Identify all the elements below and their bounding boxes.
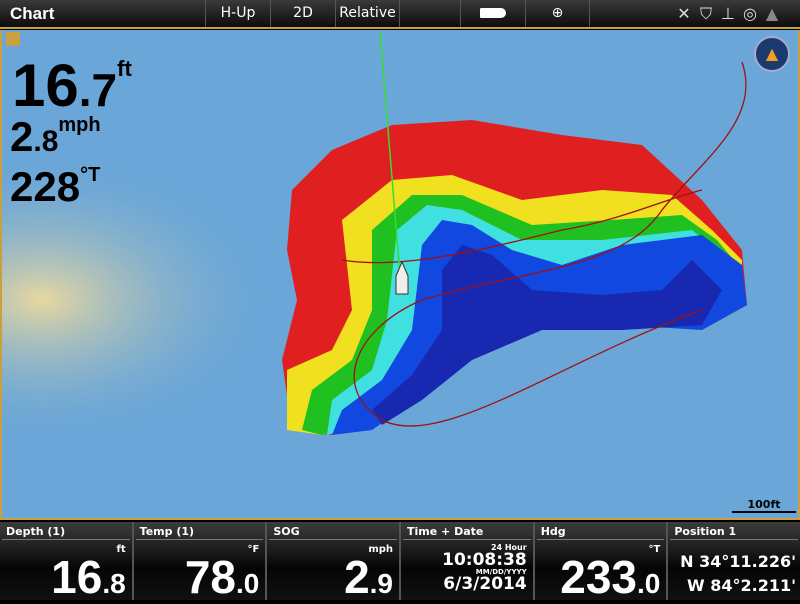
- heading-int: 233: [560, 551, 637, 603]
- depth-overlay-dec: .7: [78, 64, 118, 116]
- heading-overlay-value: 228: [10, 163, 81, 210]
- depth-icon: ⊥: [721, 4, 735, 23]
- time-date-cell[interactable]: Time + Date 24 Hour 10:08:38 MM/DD/YYYY …: [401, 522, 535, 600]
- heading-label: Hdg: [536, 522, 665, 540]
- sonar-icon: ⛉: [699, 4, 712, 23]
- boat-icon: [395, 260, 409, 295]
- depth-int: 16: [51, 551, 103, 603]
- latitude-value: N 34°11.226': [680, 552, 797, 571]
- depth-cell[interactable]: Depth (1) ft 16.8: [0, 522, 134, 603]
- temp-int: 78: [184, 551, 236, 603]
- compass-icon: ◎: [743, 4, 757, 23]
- speed-overlay-int: 2: [10, 113, 34, 160]
- top-bar: Chart H-Up 2D Relative ⊕ ✕ ⛉ ⊥ ◎ ▲: [0, 0, 800, 29]
- speed-overlay: 2.8mph: [10, 100, 101, 167]
- depth-label: Depth (1): [2, 522, 130, 540]
- heading-overlay-unit: °T: [80, 164, 101, 186]
- heading-value: 233.0: [560, 550, 660, 604]
- chart-map[interactable]: 16.7ft 2.8mph 228°T ▲ 100ft: [0, 30, 800, 520]
- heading-overlay: 228°T: [10, 150, 100, 212]
- temp-dec: .0: [235, 568, 260, 599]
- temp-label: Temp (1): [135, 522, 264, 540]
- page-title: Chart: [10, 4, 55, 23]
- time-date-label: Time + Date: [403, 522, 531, 540]
- view-mode-button[interactable]: 2D: [270, 0, 335, 27]
- position-cell[interactable]: Position 1 N 34°11.226' W 84°2.211': [668, 522, 800, 600]
- sog-label: SOG: [269, 522, 398, 540]
- depth-value: 16.8: [51, 550, 126, 604]
- longitude-value: W 84°2.211': [687, 576, 797, 595]
- depth-overlay: 16.7ft: [12, 34, 132, 125]
- north-arrow-icon[interactable]: ▲: [754, 36, 790, 72]
- heading-cell[interactable]: Hdg °T 233.0: [534, 522, 669, 603]
- autopilot-icon: ▲: [765, 4, 779, 23]
- contour-map: [2, 30, 798, 518]
- temp-value: 78.0: [185, 550, 260, 604]
- boat-view-icon[interactable]: [460, 0, 525, 27]
- depth-unit: ft: [116, 544, 126, 555]
- track-line: [341, 61, 747, 427]
- time-value: 10:08:38: [442, 550, 527, 570]
- sog-value: 2.9: [344, 550, 393, 604]
- temp-cell[interactable]: Temp (1) °F 78.0: [133, 522, 268, 603]
- data-bar: Depth (1) ft 16.8 Temp (1) °F 78.0 SOG mph 2.9…: [0, 522, 800, 603]
- depth-overlay-unit: ft: [117, 56, 132, 81]
- heading-unit: °T: [648, 544, 661, 555]
- gps-satellite-icon: ✕: [677, 4, 691, 23]
- temp-unit: °F: [247, 544, 260, 555]
- depth-overlay-int: 16: [12, 52, 79, 119]
- motion-mode-button[interactable]: Relative: [335, 0, 400, 27]
- heading-line: [379, 31, 401, 276]
- scale-bar: 100ft: [732, 498, 796, 513]
- speed-overlay-unit: mph: [58, 114, 101, 136]
- speed-overlay-dec: .8: [33, 125, 59, 158]
- date-format: MM/DD/YYYY: [475, 568, 527, 576]
- sog-cell[interactable]: SOG mph 2.9: [267, 522, 402, 603]
- cursor-arrow-icon: [6, 32, 20, 46]
- sog-unit: mph: [368, 544, 394, 555]
- sog-int: 2: [344, 551, 370, 603]
- heading-dec: .0: [637, 568, 661, 599]
- crosshair-icon[interactable]: ⊕: [525, 0, 590, 27]
- sog-dec: .9: [369, 568, 394, 599]
- time-format: 24 Hour: [490, 543, 527, 552]
- orientation-button[interactable]: H-Up: [205, 0, 270, 27]
- position-label: Position 1: [670, 522, 799, 540]
- depth-dec: .8: [102, 568, 126, 599]
- date-value: 6/3/2014: [443, 574, 527, 594]
